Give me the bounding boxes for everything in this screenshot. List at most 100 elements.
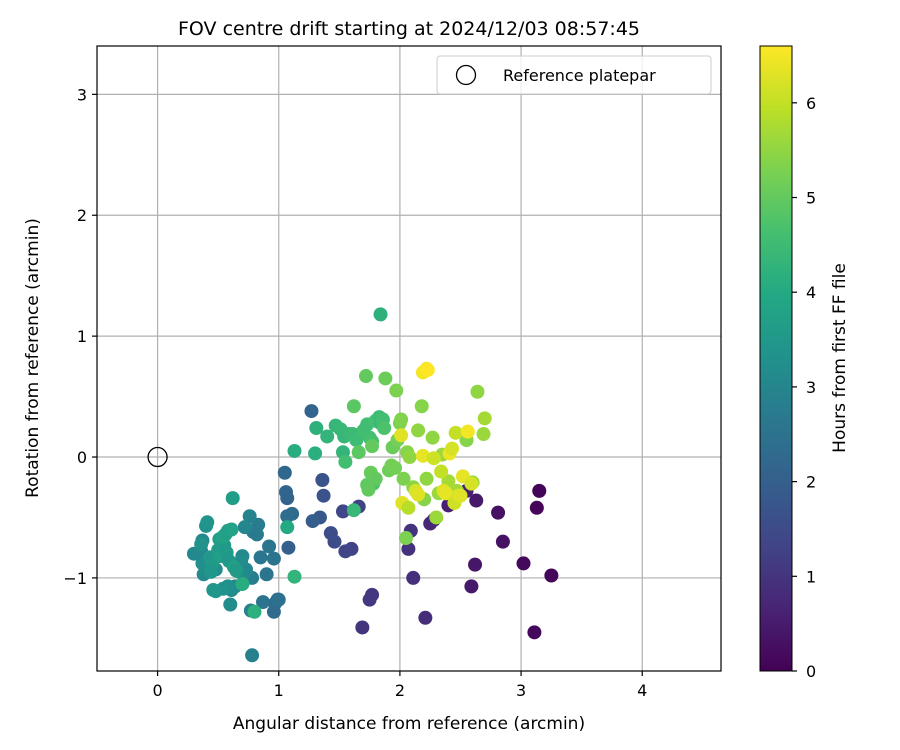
data-point bbox=[419, 471, 434, 486]
data-points bbox=[186, 307, 559, 663]
y-tick-label: 0 bbox=[77, 448, 87, 467]
data-point bbox=[464, 579, 479, 594]
data-point bbox=[495, 534, 510, 549]
data-point bbox=[280, 509, 295, 524]
data-point bbox=[438, 486, 453, 501]
data-point bbox=[235, 576, 250, 591]
data-point bbox=[425, 430, 440, 445]
colorbar-tick-label: 4 bbox=[806, 283, 816, 302]
data-point bbox=[468, 557, 483, 572]
data-point bbox=[429, 510, 444, 525]
data-point bbox=[259, 567, 274, 582]
data-point bbox=[361, 482, 376, 497]
data-point bbox=[277, 465, 292, 480]
data-point bbox=[418, 610, 433, 625]
data-point bbox=[402, 450, 417, 465]
y-tick-label: 1 bbox=[77, 327, 87, 346]
data-point bbox=[251, 517, 266, 532]
y-tick-label: 2 bbox=[77, 206, 87, 225]
data-point bbox=[532, 483, 547, 498]
data-point bbox=[338, 454, 353, 469]
data-point bbox=[414, 399, 429, 414]
data-point bbox=[394, 428, 409, 443]
data-point bbox=[279, 485, 294, 500]
data-point bbox=[415, 448, 430, 463]
chart-title: FOV centre drift starting at 2024/12/03 … bbox=[178, 18, 640, 40]
data-point bbox=[315, 472, 330, 487]
data-point bbox=[426, 451, 441, 466]
colorbar-label: Hours from first FF file bbox=[830, 263, 850, 453]
data-point bbox=[453, 488, 468, 503]
x-axis-label: Angular distance from reference (arcmin) bbox=[233, 714, 585, 734]
colorbar: 0 1 2 3 4 5 6 Hours from first FF file bbox=[759, 45, 850, 681]
data-point bbox=[358, 369, 373, 384]
data-point bbox=[527, 625, 542, 640]
data-point bbox=[491, 505, 506, 520]
data-point bbox=[544, 568, 559, 583]
data-point bbox=[335, 504, 350, 519]
colorbar-tick-label: 3 bbox=[806, 378, 816, 397]
data-point bbox=[304, 404, 319, 419]
x-tick-label: 3 bbox=[516, 681, 526, 700]
data-point bbox=[398, 531, 413, 546]
data-point bbox=[225, 491, 240, 506]
x-tick-label: 2 bbox=[395, 681, 405, 700]
colorbar-tick-label: 5 bbox=[806, 189, 816, 208]
data-point bbox=[271, 592, 286, 607]
y-axis-ticks: −1 0 1 2 3 bbox=[63, 85, 97, 588]
data-point bbox=[349, 433, 364, 448]
data-point bbox=[237, 520, 252, 535]
data-point bbox=[338, 544, 353, 559]
colorbar-tick-label: 6 bbox=[806, 94, 816, 113]
legend: Reference platepar bbox=[436, 55, 712, 95]
y-tick-label: −1 bbox=[63, 569, 87, 588]
data-point bbox=[411, 487, 426, 502]
data-point bbox=[469, 493, 484, 508]
data-point bbox=[529, 500, 544, 515]
x-tick-label: 4 bbox=[637, 681, 647, 700]
data-point bbox=[281, 540, 296, 555]
data-point bbox=[266, 604, 281, 619]
data-point bbox=[308, 446, 323, 461]
data-point bbox=[253, 550, 268, 565]
data-point bbox=[351, 445, 366, 460]
colorbar-ticks: 0 1 2 3 4 5 6 bbox=[792, 94, 816, 681]
data-point bbox=[309, 421, 324, 436]
data-point bbox=[242, 509, 257, 524]
legend-label: Reference platepar bbox=[503, 66, 656, 85]
colorbar-tick-label: 0 bbox=[806, 662, 816, 681]
colorbar-tick-label: 1 bbox=[806, 567, 816, 586]
data-point bbox=[516, 556, 531, 571]
data-point bbox=[460, 424, 475, 439]
colorbar-tick-label: 2 bbox=[806, 473, 816, 492]
data-point bbox=[223, 597, 238, 612]
y-axis-label: Rotation from reference (arcmin) bbox=[23, 218, 43, 498]
data-point bbox=[305, 514, 320, 529]
data-point bbox=[245, 648, 260, 663]
reference-point bbox=[147, 446, 168, 468]
data-point bbox=[266, 551, 281, 566]
data-point bbox=[287, 443, 302, 458]
legend-box bbox=[436, 55, 712, 95]
data-point bbox=[378, 371, 393, 386]
data-point bbox=[200, 515, 215, 530]
data-point bbox=[355, 620, 370, 635]
data-point bbox=[476, 427, 491, 442]
data-point bbox=[320, 429, 335, 444]
data-point bbox=[186, 546, 201, 561]
legend-reference-marker bbox=[455, 64, 477, 86]
data-point bbox=[401, 500, 416, 515]
data-point bbox=[365, 439, 380, 454]
data-point bbox=[406, 570, 421, 585]
data-point bbox=[448, 425, 463, 440]
data-point bbox=[316, 488, 331, 503]
data-point bbox=[194, 537, 209, 552]
reference-marker bbox=[147, 446, 168, 468]
data-point bbox=[287, 569, 302, 584]
data-point bbox=[445, 441, 460, 456]
data-point bbox=[323, 526, 338, 541]
data-point bbox=[346, 399, 361, 414]
data-point bbox=[255, 595, 270, 610]
data-point bbox=[434, 464, 449, 479]
